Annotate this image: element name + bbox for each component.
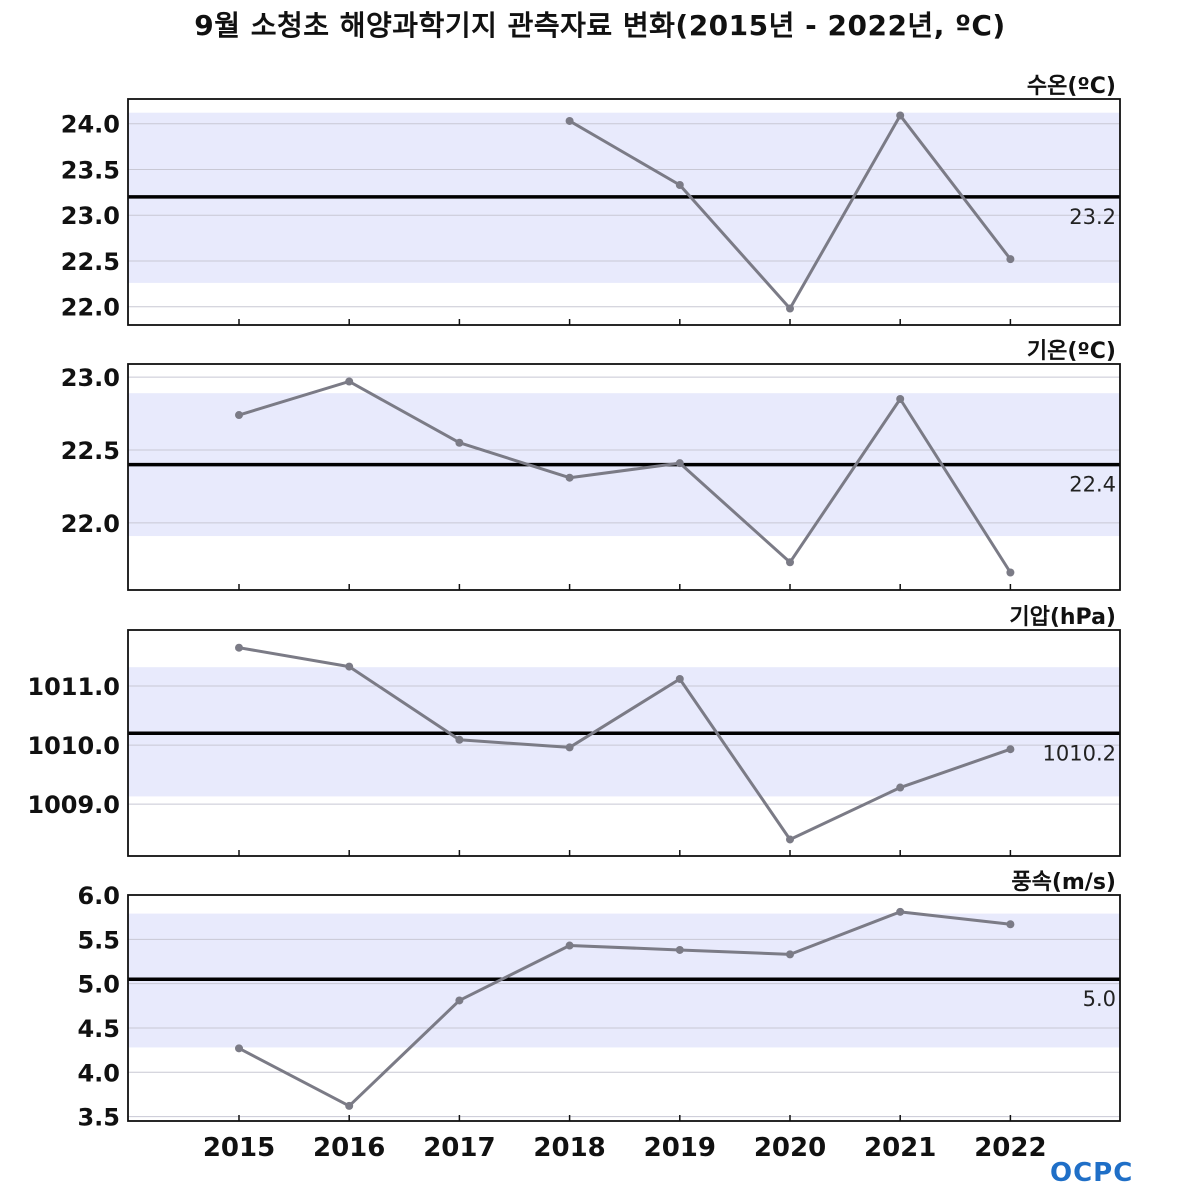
data-point <box>896 783 905 792</box>
y-tick-label: 22.0 <box>61 510 120 538</box>
mean-value-label: 22.4 <box>1069 473 1116 497</box>
mean-value-label: 5.0 <box>1083 987 1116 1011</box>
data-point <box>565 473 574 482</box>
panel-frame <box>127 894 1121 1122</box>
data-point <box>235 643 243 652</box>
y-tick-label: 6.0 <box>77 882 120 910</box>
data-point <box>455 735 464 744</box>
data-point <box>786 304 794 313</box>
y-tick-label: 5.0 <box>77 971 120 999</box>
y-tick-label: 3.5 <box>77 1104 120 1132</box>
x-tick-label: 2017 <box>423 1133 495 1163</box>
data-point <box>896 907 905 916</box>
panel-title: 풍속(m/s) <box>1011 870 1116 895</box>
x-tick-label: 2015 <box>203 1133 275 1163</box>
data-point <box>1006 920 1015 929</box>
y-tick-label: 1009.0 <box>27 791 120 819</box>
mean-value-label: 1010.2 <box>1043 741 1116 765</box>
panel-frame <box>127 98 1121 326</box>
data-point <box>235 411 243 420</box>
data-point <box>455 438 464 447</box>
data-point <box>565 941 574 950</box>
data-point <box>786 558 794 567</box>
y-tick-label: 4.0 <box>77 1059 120 1087</box>
data-point <box>235 1044 243 1053</box>
data-point <box>1006 568 1015 577</box>
data-point <box>565 116 574 125</box>
series-line <box>238 379 1012 574</box>
panel-title: 수온(ºC) <box>1027 74 1116 99</box>
data-point <box>675 674 684 683</box>
y-tick-label: 22.5 <box>61 437 120 465</box>
data-point <box>345 377 354 386</box>
y-tick-label: 23.5 <box>61 156 120 184</box>
x-tick-label: 2021 <box>864 1133 936 1163</box>
series-line <box>238 646 1011 841</box>
x-tick-label: 2020 <box>754 1133 826 1163</box>
panel-frame <box>127 629 1121 857</box>
y-tick-label: 5.5 <box>77 926 120 954</box>
y-tick-label: 22.0 <box>61 294 120 322</box>
y-tick-label: 22.5 <box>61 248 120 276</box>
data-point <box>786 835 794 844</box>
mean-value-label: 23.2 <box>1069 205 1116 229</box>
panel-title: 기압(hPa) <box>1009 605 1116 630</box>
chart-title: 9월 소청초 해양과학기지 관측자료 변화(2015년 - 2022년, ºC) <box>194 9 1006 42</box>
data-point <box>565 743 574 752</box>
x-tick-label: 2016 <box>313 1133 385 1163</box>
y-tick-label: 24.0 <box>61 111 120 139</box>
data-point <box>1006 255 1015 264</box>
data-point <box>345 1101 354 1110</box>
y-tick-label: 23.0 <box>61 364 120 392</box>
x-tick-label: 2022 <box>974 1133 1046 1163</box>
data-point <box>345 662 354 671</box>
y-tick-label: 4.5 <box>77 1015 120 1043</box>
series-line <box>238 910 1011 1108</box>
data-point <box>1006 745 1015 754</box>
x-tick-label: 2019 <box>644 1133 716 1163</box>
y-tick-label: 23.0 <box>61 202 120 230</box>
data-point <box>455 996 464 1005</box>
data-point <box>786 950 794 959</box>
x-tick-label: 2018 <box>533 1133 605 1163</box>
y-tick-label: 1010.0 <box>27 732 120 760</box>
data-point <box>675 181 684 190</box>
data-point <box>896 111 905 120</box>
panel-frame <box>127 363 1121 591</box>
ocpc-logo: OCPC <box>1050 1158 1134 1188</box>
panel-title: 기온(ºC) <box>1027 339 1116 364</box>
data-point <box>896 394 905 403</box>
data-point <box>675 459 684 468</box>
data-point <box>675 945 684 954</box>
y-tick-label: 1011.0 <box>27 673 120 701</box>
